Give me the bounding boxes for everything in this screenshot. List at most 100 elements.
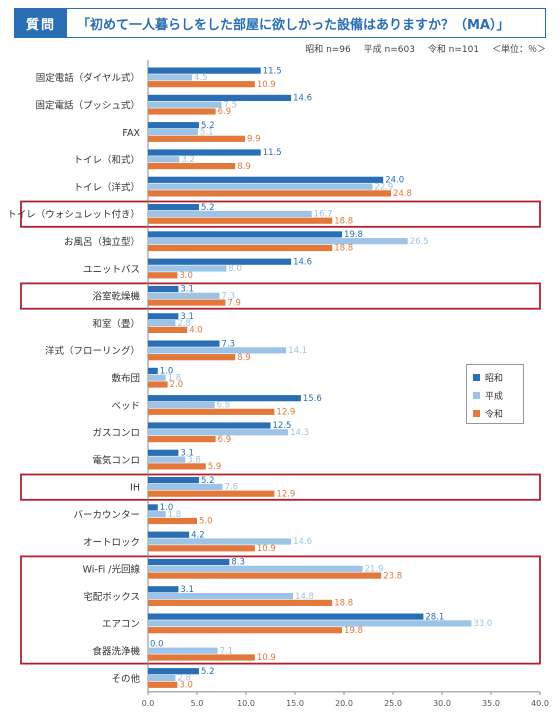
value-label-2-4: 24.8: [393, 189, 412, 199]
bar-1-22: [148, 674, 176, 682]
bar-0-7: [148, 258, 292, 265]
value-label-0-16: 1.0: [160, 503, 174, 513]
value-label-0-8: 3.1: [180, 285, 194, 295]
value-label-2-11: 2.0: [170, 380, 184, 390]
legend-label-reiwa: 令和: [485, 410, 504, 420]
legend-item-heisei: 平成: [473, 389, 517, 402]
x-tick-label-5: 25.0: [384, 699, 402, 708]
value-label-0-15: 5.2: [201, 476, 215, 486]
bar-0-15: [148, 477, 199, 484]
value-label-1-15: 7.6: [224, 483, 238, 493]
value-label-2-1: 6.9: [218, 107, 232, 117]
value-label-1-19: 14.8: [295, 592, 314, 602]
x-tick-label-0: 0.0: [142, 699, 155, 708]
bar-1-16: [148, 511, 166, 518]
value-label-1-22: 2.8: [177, 674, 191, 684]
legend-item-showa: 昭和: [473, 371, 517, 384]
value-label-2-22: 3.0: [179, 681, 193, 691]
bar-1-2: [148, 128, 198, 136]
bar-1-12: [148, 401, 215, 409]
value-label-1-5: 16.7: [314, 210, 333, 220]
x-tick-label-6: 30.0: [433, 699, 451, 708]
value-label-2-13: 6.9: [218, 435, 232, 445]
bar-1-13: [148, 429, 289, 436]
category-label-14: 電気コンロ: [92, 454, 140, 466]
bar-1-15: [148, 483, 223, 490]
category-label-21: 食器洗浄機: [92, 645, 140, 657]
x-tick-label-8: 40.0: [531, 699, 549, 708]
value-label-0-6: 19.8: [344, 230, 363, 240]
category-label-9: 和室（畳）: [92, 318, 140, 330]
bar-0-8: [148, 285, 179, 293]
legend: 昭和 平成 令和: [466, 364, 524, 424]
bar-0-16: [148, 504, 158, 511]
value-label-1-16: 1.8: [168, 510, 182, 520]
bar-2-12: [148, 408, 275, 415]
category-label-12: ベッド: [111, 401, 140, 412]
value-label-1-18: 21.9: [365, 565, 384, 575]
bar-0-6: [148, 231, 343, 238]
bar-0-9: [148, 313, 179, 320]
category-label-4: トイレ（洋式）: [73, 181, 140, 193]
value-label-1-21: 7.1: [220, 646, 234, 656]
legend-swatch-heisei: [473, 392, 480, 399]
bar-0-0: [148, 67, 261, 74]
value-label-0-9: 3.1: [180, 312, 194, 322]
value-label-2-17: 10.9: [257, 544, 276, 554]
bar-1-17: [148, 538, 292, 545]
bar-0-22: [148, 668, 199, 675]
x-tick-label-7: 35.0: [482, 699, 500, 708]
bar-1-7: [148, 265, 227, 272]
legend-label-showa: 昭和: [485, 374, 504, 384]
unit-label: ＜単位：％＞: [491, 45, 546, 55]
value-label-1-9: 2.8: [177, 319, 191, 329]
bar-2-13: [148, 436, 216, 443]
category-label-20: エアコン: [102, 619, 140, 630]
bar-2-19: [148, 599, 333, 606]
x-tick-label-2: 10.0: [237, 699, 255, 708]
bar-2-15: [148, 490, 275, 497]
bar-2-14: [148, 463, 206, 470]
reiwa-n: 令和 n=101: [427, 45, 480, 55]
bar-2-2: [148, 135, 246, 142]
value-label-2-21: 10.9: [257, 653, 276, 663]
value-label-1-13: 14.3: [290, 428, 309, 438]
value-label-2-3: 8.9: [237, 162, 251, 172]
value-label-1-7: 8.0: [228, 264, 242, 274]
question-text: 「初めて一人暮らしをした部屋に欲しかった設備はありますか？（MA）」: [77, 17, 510, 33]
legend-swatch-reiwa: [473, 410, 480, 417]
bar-0-12: [148, 395, 301, 402]
category-label-11: 敷布団: [111, 372, 140, 384]
bar-0-4: [148, 176, 384, 183]
value-label-1-1: 7.5: [224, 100, 238, 110]
x-tick-label-3: 15.0: [286, 699, 304, 708]
category-label-0: 固定電話（ダイヤル式）: [36, 72, 140, 84]
highlight-box-1: [20, 282, 541, 310]
bar-0-5: [148, 204, 199, 211]
legend-swatch-showa: [473, 374, 480, 381]
x-tick-label-1: 5.0: [191, 699, 204, 708]
value-label-0-21: 0.0: [150, 640, 164, 650]
value-label-2-7: 3.0: [179, 271, 193, 281]
value-label-2-16: 5.0: [199, 517, 213, 527]
bar-0-2: [148, 122, 199, 129]
value-label-2-2: 9.9: [247, 135, 261, 145]
bar-1-19: [148, 593, 294, 600]
bar-2-5: [148, 217, 333, 224]
category-label-1: 固定電話（プッシュ式）: [35, 99, 140, 111]
category-label-5: トイレ（ウォシュレット付き）: [7, 209, 140, 221]
value-label-2-10: 8.9: [237, 353, 251, 363]
legend-label-heisei: 平成: [485, 392, 504, 402]
value-label-1-17: 14.6: [293, 537, 312, 547]
bar-1-0: [148, 74, 193, 81]
showa-n: 昭和 n=96: [305, 45, 351, 55]
bar-2-3: [148, 163, 236, 170]
value-label-0-12: 15.6: [303, 394, 322, 404]
bar-0-3: [148, 149, 261, 156]
value-label-1-2: 5.1: [200, 128, 214, 138]
value-label-2-12: 12.9: [276, 408, 295, 418]
value-label-1-20: 33.0: [473, 619, 492, 629]
category-label-2: FAX: [122, 128, 140, 139]
value-label-2-6: 18.8: [334, 244, 353, 254]
